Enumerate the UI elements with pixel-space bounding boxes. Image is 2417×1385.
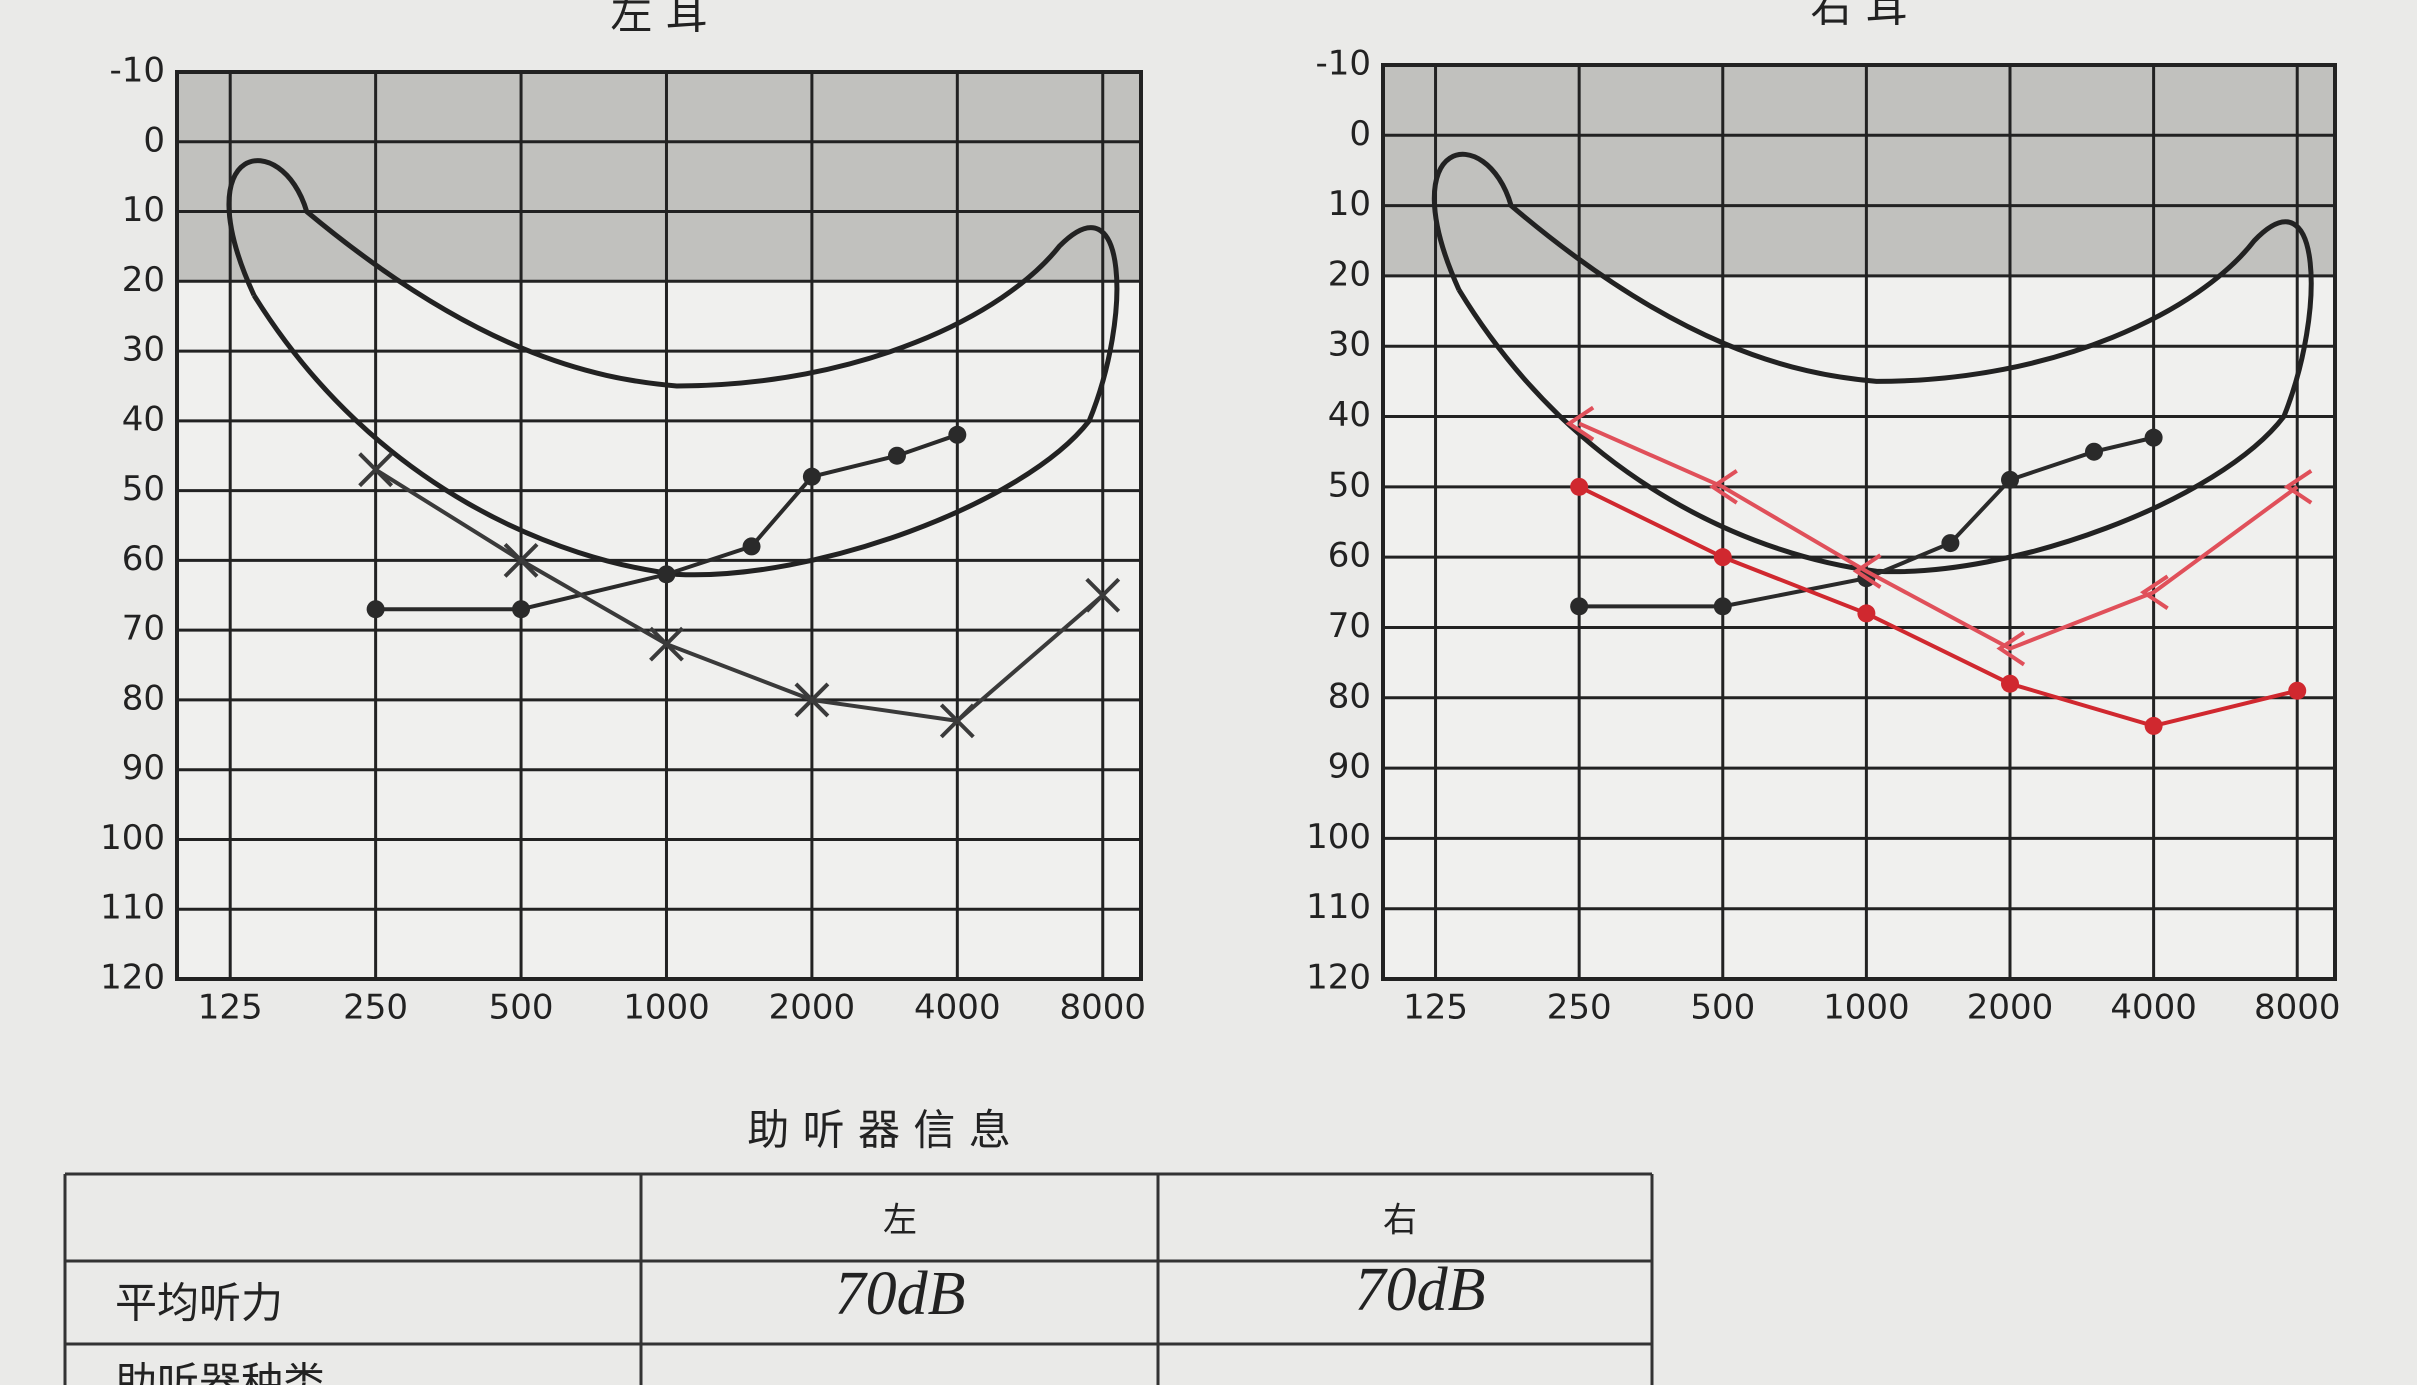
y-tick-label: 30	[122, 330, 165, 370]
data-point	[887, 446, 906, 465]
y-tick-label: 60	[1328, 536, 1371, 576]
y-tick-label: -10	[109, 51, 165, 91]
y-tick-label: -10	[1315, 44, 1371, 84]
data-point	[366, 600, 385, 619]
data-point	[794, 682, 830, 718]
row-label: 平均听力	[115, 1279, 283, 1328]
y-tick-label: 120	[100, 958, 165, 998]
y-tick-label: 100	[100, 818, 165, 858]
row-label: 助听器种类	[115, 1359, 325, 1385]
table-cell: 70dB	[835, 1260, 966, 1328]
data-point	[358, 452, 394, 488]
data-point	[2144, 716, 2163, 735]
data-point	[1565, 405, 1595, 442]
data-point	[2144, 428, 2163, 447]
series-line	[1578, 485, 2298, 728]
data-point	[503, 542, 539, 578]
speech-banana	[226, 158, 1120, 578]
table-cell: 70dB	[1355, 1256, 1486, 1324]
data-point	[948, 425, 967, 444]
data-point	[1713, 548, 1732, 567]
y-tick-label: 70	[1328, 606, 1371, 646]
data-point	[1570, 477, 1589, 496]
x-tick-label: 250	[1547, 988, 1612, 1028]
y-tick-label: 50	[122, 469, 165, 509]
x-tick-label: 2000	[769, 988, 856, 1028]
y-tick-label: 40	[122, 399, 165, 439]
section-title: 助 听 器 信 息	[747, 1106, 1010, 1155]
data-point	[2140, 574, 2169, 610]
y-tick-label: 0	[1349, 114, 1371, 154]
chart-title: 左 耳	[610, 0, 707, 39]
data-point	[1713, 597, 1732, 616]
data-point	[1941, 534, 1960, 553]
shaded-band	[177, 72, 1141, 282]
data-point	[1085, 577, 1121, 613]
table-header: 右	[1383, 1201, 1417, 1241]
y-tick-label: 100	[1306, 817, 1371, 857]
data-point	[2000, 470, 2019, 489]
y-tick-label: 80	[1328, 676, 1371, 716]
plot-frame	[175, 70, 1143, 981]
y-tick-label: 20	[122, 260, 165, 300]
chart-title: 右 耳	[1810, 0, 1907, 32]
y-tick-label: 30	[1328, 325, 1371, 365]
series-line	[374, 467, 1105, 723]
y-tick-label: 40	[1328, 395, 1371, 435]
data-point	[939, 703, 975, 739]
data-point	[649, 626, 684, 662]
y-tick-label: 0	[143, 120, 165, 160]
info-table	[63, 1172, 1654, 1385]
x-tick-label: 1000	[623, 988, 710, 1028]
speech-banana	[1431, 152, 2314, 575]
data-point	[2085, 442, 2104, 461]
data-point	[1570, 597, 1589, 616]
x-tick-label: 1000	[1823, 988, 1910, 1028]
y-tick-label: 60	[122, 539, 165, 579]
x-tick-label: 8000	[1059, 988, 1146, 1028]
data-point	[1857, 604, 1876, 623]
data-point	[512, 600, 531, 619]
y-tick-label: 120	[1306, 958, 1371, 998]
x-tick-label: 8000	[2254, 988, 2341, 1028]
x-tick-label: 500	[489, 988, 554, 1028]
y-tick-label: 10	[122, 190, 165, 230]
y-tick-label: 110	[100, 888, 165, 928]
data-point	[1709, 469, 1738, 505]
data-point	[1996, 630, 2026, 667]
x-tick-label: 500	[1690, 988, 1755, 1028]
x-tick-label: 4000	[2110, 988, 2197, 1028]
series-line	[1578, 421, 2299, 651]
y-tick-label: 70	[122, 609, 165, 649]
x-tick-label: 125	[198, 988, 263, 1028]
table-header: 左	[883, 1201, 917, 1241]
data-point	[2288, 681, 2307, 700]
shaded-band	[1383, 65, 2335, 276]
data-point	[802, 467, 821, 486]
x-tick-label: 125	[1403, 988, 1468, 1028]
x-tick-label: 2000	[1967, 988, 2054, 1028]
y-tick-label: 50	[1328, 465, 1371, 505]
data-point	[657, 565, 676, 584]
y-tick-label: 90	[122, 748, 165, 788]
y-tick-label: 80	[122, 678, 165, 718]
y-tick-label: 20	[1328, 254, 1371, 294]
y-tick-label: 10	[1328, 184, 1371, 224]
data-point	[742, 537, 761, 556]
x-tick-label: 4000	[914, 988, 1001, 1028]
plot-frame	[1381, 63, 2337, 981]
data-point	[2000, 674, 2019, 693]
y-tick-label: 90	[1328, 747, 1371, 787]
y-tick-label: 110	[1306, 887, 1371, 927]
data-point	[2283, 469, 2313, 505]
data-point	[1852, 553, 1882, 589]
x-tick-label: 250	[343, 988, 408, 1028]
